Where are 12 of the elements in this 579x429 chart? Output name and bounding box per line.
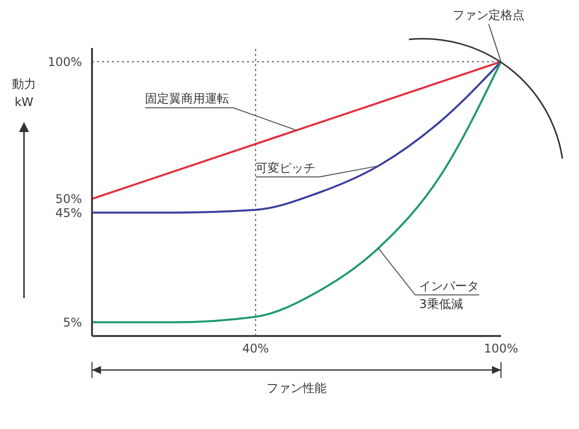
- y-tick-label: 45%: [55, 206, 82, 220]
- line-series: [92, 60, 501, 324]
- y-axis-title: 動力 kW: [12, 77, 36, 109]
- y-tick-label: 100%: [48, 54, 82, 69]
- x-axis-title: ファン性能: [266, 381, 326, 395]
- x-tick-label: 40%: [242, 342, 269, 356]
- annotation: 可変ピッチ: [256, 160, 316, 175]
- annotation: ファン定格点: [452, 8, 525, 22]
- annotation: インバータ 3乗低減: [419, 278, 480, 311]
- y-tick-label: 5%: [62, 315, 82, 330]
- y-tick-label: 50%: [55, 192, 82, 206]
- annotation: 固定翼商用運転: [145, 92, 230, 106]
